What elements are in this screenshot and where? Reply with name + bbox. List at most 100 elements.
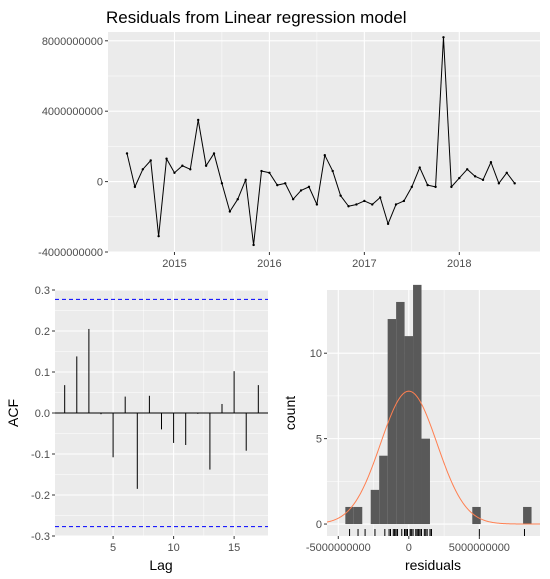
ts-point <box>196 118 200 122</box>
hist-y-axis: 0 5 10 <box>310 348 327 531</box>
y-tick-label: -4000000000 <box>38 247 103 259</box>
ts-x-axis: 2015 2016 2017 2018 <box>162 252 472 270</box>
ts-line-segment <box>356 200 365 205</box>
ts-line-segment <box>237 179 247 200</box>
normal-density-curve <box>326 390 540 525</box>
hist-bar <box>345 506 354 525</box>
y-tick-label: 0 <box>316 519 322 531</box>
ts-line-segment <box>300 186 310 191</box>
hist-bar <box>472 506 481 525</box>
ts-point <box>363 199 366 203</box>
ts-point <box>513 182 516 185</box>
acf-bars <box>55 298 268 528</box>
ts-line-segment <box>340 195 349 207</box>
ts-point <box>181 164 184 167</box>
hist-panel-background <box>327 290 540 536</box>
ts-point <box>299 189 303 192</box>
ts-point <box>236 198 239 201</box>
ts-point <box>149 159 152 162</box>
hist-bar <box>413 284 422 525</box>
y-tick-label: 0.1 <box>35 367 50 379</box>
x-tick-label: 5 <box>110 542 116 554</box>
hist-x-title: residuals <box>405 557 461 573</box>
x-tick-label: 5000000000 <box>449 542 510 554</box>
ts-point <box>133 185 137 189</box>
ts-line-segment <box>182 165 191 170</box>
y-tick-label: 10 <box>310 348 322 360</box>
ts-point <box>307 185 311 189</box>
ts-line-segment <box>332 170 342 196</box>
ts-line-segment <box>277 182 286 186</box>
y-tick-label: 0.0 <box>35 408 50 420</box>
hist-bar <box>396 301 405 525</box>
hist-y-title: count <box>282 396 298 430</box>
hist-bar <box>379 455 388 525</box>
ts-panel-background <box>108 32 540 252</box>
y-tick-label: -0.1 <box>31 449 50 461</box>
y-tick-label: 0.2 <box>35 326 50 338</box>
ts-line-segment <box>150 160 160 237</box>
ts-point <box>157 234 160 238</box>
ts-point <box>489 161 493 164</box>
ts-point <box>505 171 508 174</box>
ts-point <box>315 203 319 206</box>
y-tick-label: -0.3 <box>31 531 50 543</box>
hist-bar <box>404 336 414 525</box>
ts-line-segment <box>474 175 484 181</box>
y-tick-label: 0 <box>97 177 103 189</box>
ts-line-segment <box>158 158 168 237</box>
y-tick-label: -0.2 <box>31 490 50 502</box>
y-tick-label: 4000000000 <box>42 106 103 118</box>
ts-point <box>244 178 247 182</box>
ts-line-segment <box>134 169 144 188</box>
ts-point <box>125 152 129 155</box>
ts-line-segment <box>427 184 436 188</box>
ts-line-segment <box>364 200 373 205</box>
ts-line-segment <box>166 158 175 174</box>
ts-line-segment <box>221 183 231 212</box>
ts-point <box>284 182 287 185</box>
ts-point <box>418 166 421 169</box>
ts-line-segment <box>458 168 468 179</box>
ts-line-segment <box>189 119 199 170</box>
ts-point <box>228 210 232 213</box>
ts-point <box>481 178 485 182</box>
ts-point <box>497 182 501 185</box>
x-tick-label: 2018 <box>447 258 471 270</box>
ts-line-segment <box>213 153 223 184</box>
ts-point <box>371 203 374 206</box>
ts-line-segment <box>506 172 516 184</box>
ts-point <box>331 169 334 173</box>
ts-point <box>220 182 224 185</box>
ts-panel <box>108 32 540 253</box>
ts-line-segment <box>229 198 239 212</box>
ts-line-segment <box>253 170 262 246</box>
acf-x-title: Lag <box>149 557 172 573</box>
ts-line-segment <box>284 183 294 200</box>
ts-line-segment <box>261 170 270 174</box>
ts-line-segment <box>292 190 302 200</box>
hist-bars <box>326 284 540 536</box>
hist-bar <box>421 438 430 525</box>
ts-point <box>268 171 271 174</box>
ts-point <box>260 169 263 173</box>
ts-line-segment <box>174 165 183 174</box>
ts-line-segment <box>348 203 357 207</box>
ts-line-segment <box>371 197 381 205</box>
x-tick-label: 0 <box>406 542 412 554</box>
ts-point <box>291 198 295 201</box>
ts-line-segment <box>245 179 255 246</box>
x-tick-label: 2016 <box>257 258 281 270</box>
y-tick-label: 8000000000 <box>42 36 103 48</box>
x-tick-label: 15 <box>228 542 240 554</box>
ts-point <box>173 171 176 174</box>
ts-point <box>458 176 461 180</box>
ts-line-segment <box>379 197 389 224</box>
ts-point <box>189 168 192 171</box>
ts-y-axis: -4000000000 0 4000000000 8000000000 <box>38 36 108 259</box>
ts-point <box>339 194 342 197</box>
ts-point <box>252 243 255 247</box>
acf-y-title: ACF <box>5 399 21 427</box>
hist-x-axis: -5000000000 0 5000000000 <box>306 536 510 554</box>
ts-point <box>386 222 390 226</box>
